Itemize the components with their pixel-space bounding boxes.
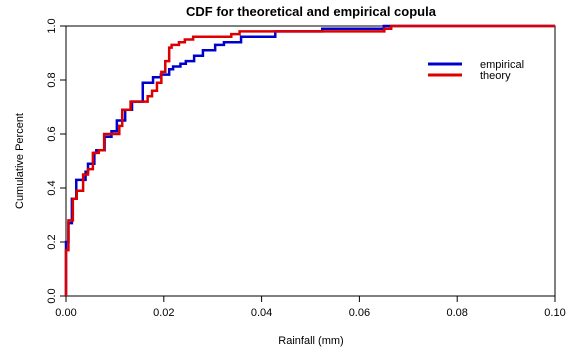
legend-label-empirical: empirical — [480, 59, 524, 71]
y-tick-label: 1.0 — [46, 18, 58, 33]
x-tick-label: 0.06 — [349, 307, 370, 319]
y-tick-label: 0.0 — [46, 288, 58, 303]
y-axis-label: Cumulative Percent — [14, 113, 26, 209]
series-line-theory — [64, 24, 555, 296]
x-tick-label: 0.00 — [55, 307, 76, 319]
x-axis: 0.00 0.02 0.04 0.06 0.08 0.10 — [55, 296, 566, 319]
y-tick-label: 0.4 — [46, 180, 58, 195]
legend: empirical theory — [428, 59, 524, 82]
series-layer — [64, 24, 555, 296]
legend-label-theory: theory — [480, 70, 511, 82]
x-tick-label: 0.04 — [251, 307, 272, 319]
plot-frame — [65, 25, 556, 297]
y-tick-label: 0.8 — [46, 72, 58, 87]
y-tick-label: 0.2 — [46, 234, 58, 249]
y-axis: 0.0 0.2 0.4 0.6 0.8 1.0 — [46, 18, 66, 304]
x-tick-label: 0.08 — [446, 307, 467, 319]
y-tick-label: 0.6 — [46, 126, 58, 141]
x-axis-label: Rainfall (mm) — [278, 335, 343, 347]
chart-title: CDF for theoretical and empirical copula — [186, 4, 437, 19]
x-tick-label: 0.02 — [153, 307, 174, 319]
x-tick-label: 0.10 — [544, 307, 565, 319]
